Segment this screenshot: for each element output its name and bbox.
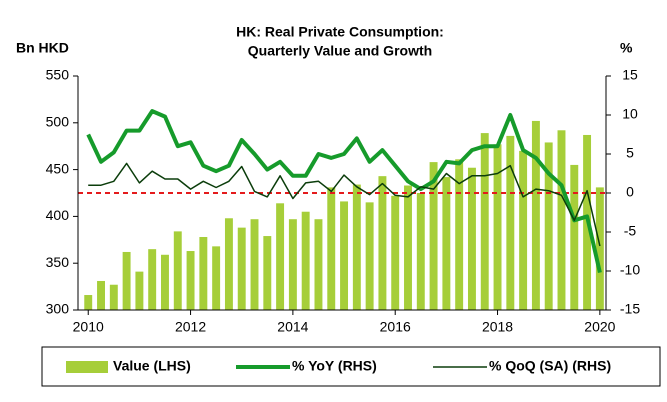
x-tick-label: 2016 bbox=[380, 319, 411, 335]
legend-label: % YoY (RHS) bbox=[292, 358, 377, 374]
bar bbox=[250, 219, 259, 310]
chart-title: Quarterly Value and Growth bbox=[248, 43, 432, 59]
bar bbox=[288, 219, 297, 310]
y2-tick-label: -15 bbox=[620, 301, 640, 317]
bar bbox=[84, 295, 93, 310]
y-tick-label: 300 bbox=[46, 301, 70, 317]
bar bbox=[480, 133, 489, 310]
y-axis-label: Bn HKD bbox=[16, 40, 69, 56]
bar bbox=[595, 187, 604, 310]
legend-label: % QoQ (SA) (RHS) bbox=[489, 358, 611, 374]
bar bbox=[276, 203, 285, 310]
x-tick-label: 2010 bbox=[73, 319, 104, 335]
bar bbox=[531, 120, 540, 310]
bar bbox=[186, 251, 195, 310]
chart-title: HK: Real Private Consumption: bbox=[236, 24, 444, 40]
bar bbox=[429, 162, 438, 310]
y2-tick-label: 0 bbox=[626, 184, 634, 200]
legend-swatch bbox=[66, 361, 108, 373]
bar bbox=[212, 246, 221, 310]
y-tick-label: 500 bbox=[46, 114, 70, 130]
x-tick-label: 2018 bbox=[482, 319, 513, 335]
y-tick-label: 550 bbox=[46, 67, 70, 83]
bar bbox=[224, 218, 233, 310]
x-tick-label: 2020 bbox=[584, 319, 615, 335]
bar bbox=[109, 284, 118, 310]
bar bbox=[404, 185, 412, 310]
bar bbox=[327, 187, 336, 310]
bar bbox=[314, 219, 323, 310]
bar bbox=[365, 202, 374, 310]
bar bbox=[135, 271, 144, 310]
bar bbox=[148, 249, 157, 310]
bar bbox=[97, 280, 105, 310]
y2-tick-label: 15 bbox=[622, 67, 638, 83]
bar bbox=[161, 254, 169, 310]
y2-tick-label: 10 bbox=[622, 106, 638, 122]
y2-tick-label: 5 bbox=[626, 145, 634, 161]
x-tick-label: 2012 bbox=[175, 319, 206, 335]
bar bbox=[301, 211, 310, 310]
bar bbox=[416, 193, 425, 310]
y-tick-label: 350 bbox=[46, 254, 70, 270]
x-tick-label: 2014 bbox=[277, 319, 308, 335]
bar bbox=[455, 159, 464, 310]
line bbox=[88, 162, 601, 247]
y-tick-label: 450 bbox=[46, 160, 70, 176]
legend-label: Value (LHS) bbox=[113, 358, 191, 374]
bar bbox=[519, 150, 528, 310]
bar bbox=[467, 167, 476, 310]
y2-tick-label: -10 bbox=[620, 262, 640, 278]
bar bbox=[442, 177, 451, 310]
y2-tick-label: -5 bbox=[624, 223, 637, 239]
bar bbox=[122, 251, 131, 310]
legend-box bbox=[41, 346, 661, 387]
bar bbox=[506, 135, 515, 310]
bar bbox=[263, 236, 272, 310]
bar bbox=[378, 176, 387, 310]
bar bbox=[173, 231, 182, 310]
bar bbox=[237, 227, 246, 310]
bar bbox=[493, 144, 502, 310]
bar bbox=[570, 164, 579, 310]
bar bbox=[544, 142, 553, 310]
line bbox=[86, 109, 602, 274]
y2-axis-label: % bbox=[620, 40, 633, 56]
bar bbox=[352, 184, 361, 310]
y-tick-label: 400 bbox=[46, 207, 70, 223]
bar bbox=[340, 201, 349, 310]
bar bbox=[557, 130, 566, 310]
bar bbox=[199, 236, 208, 310]
bar bbox=[391, 195, 400, 310]
